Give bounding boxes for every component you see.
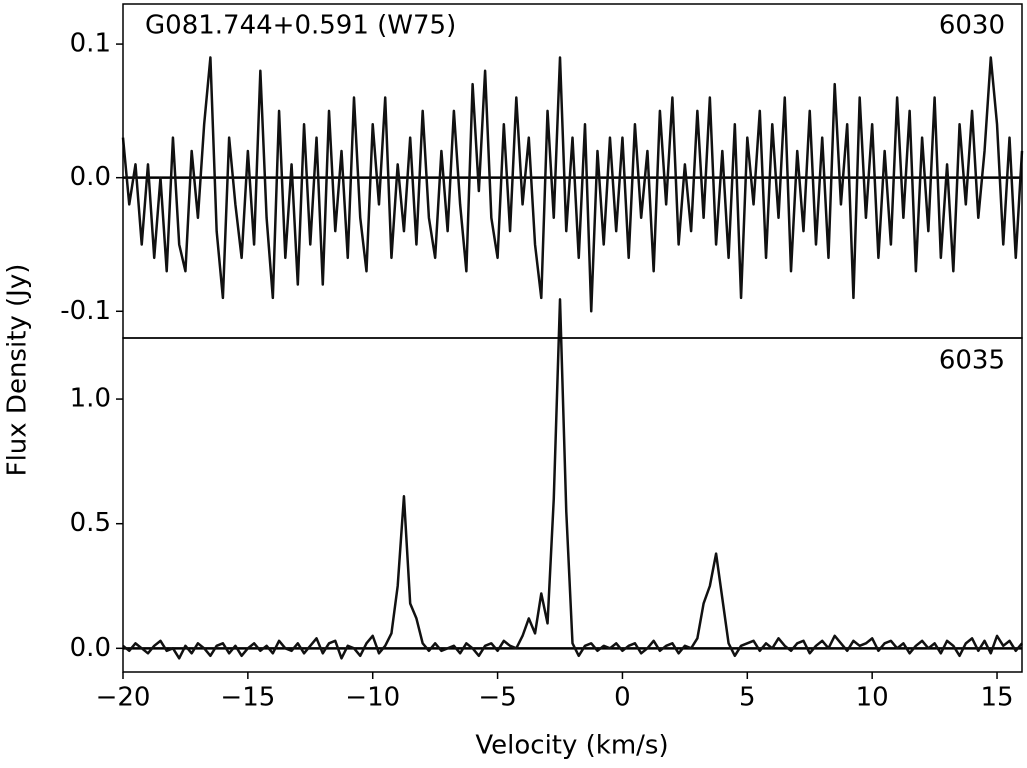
- x-tick-label: 10: [856, 683, 889, 713]
- x-tick-label: 5: [739, 683, 756, 713]
- y-tick-label: 0.1: [70, 29, 111, 59]
- x-axis-label: Velocity (km/s): [475, 731, 668, 761]
- x-tick-label: 0: [614, 683, 631, 713]
- chart-title: G081.744+0.591 (W75): [145, 11, 456, 41]
- panel-label: 6035: [939, 346, 1005, 376]
- x-tick-label: −15: [220, 683, 275, 713]
- y-tick-label: 0.0: [70, 633, 111, 663]
- panel-label: 6030: [939, 11, 1005, 41]
- y-axis-label: Flux Density (Jy): [3, 264, 33, 477]
- y-tick-label: 0.0: [70, 162, 111, 192]
- x-tick-label: 15: [980, 683, 1013, 713]
- panel-frame: [122, 337, 1023, 673]
- x-tick-label: −5: [478, 683, 516, 713]
- spectrum-line: [122, 298, 1023, 660]
- y-tick-label: 0.5: [70, 508, 111, 538]
- x-tick-label: −20: [96, 683, 151, 713]
- x-tick-label: −10: [345, 683, 400, 713]
- y-tick-label: 1.0: [70, 384, 111, 414]
- spectrum-line: [121, 56, 1024, 313]
- y-tick-label: -0.1: [60, 296, 111, 326]
